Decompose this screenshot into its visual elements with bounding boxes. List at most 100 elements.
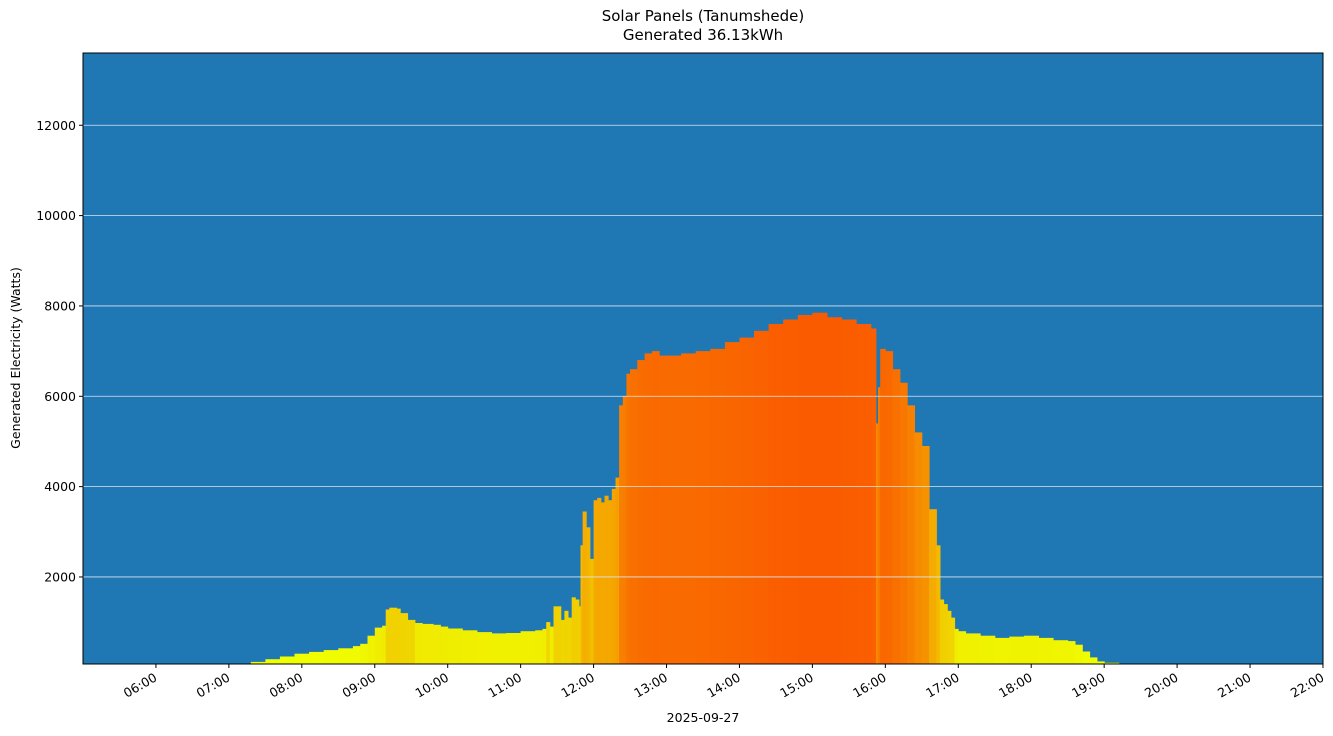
power-bar [589, 558, 594, 664]
power-bar [600, 502, 605, 664]
x-tick-label: 06:00 [121, 670, 160, 701]
x-tick-label: 18:00 [996, 670, 1035, 701]
power-bar [571, 597, 576, 664]
power-bar [1038, 637, 1054, 664]
power-bar [907, 405, 915, 664]
power-bar [414, 623, 423, 664]
power-bar [1104, 662, 1120, 664]
power-bar [279, 656, 295, 664]
x-tick-label: 13:00 [631, 670, 670, 701]
power-bar [914, 432, 923, 664]
x-tick-label: 14:00 [704, 670, 743, 701]
power-bar [506, 633, 522, 664]
power-bar [724, 342, 740, 664]
x-tick-label: 10:00 [412, 670, 451, 701]
power-bar [389, 607, 398, 664]
power-bar [433, 624, 441, 664]
power-bar [535, 630, 543, 664]
power-bar [947, 610, 952, 664]
power-bar [396, 608, 401, 664]
power-bar [940, 599, 945, 664]
y-axis-label: Generated Electricity (Watts) [8, 267, 23, 449]
power-bar [338, 648, 354, 664]
chart-title: Solar Panels (Tanumshede) Generated 36.1… [0, 7, 1333, 45]
y-tick-label: 12000 [36, 118, 76, 133]
power-bar [812, 312, 828, 664]
x-tick-label: 07:00 [194, 670, 233, 701]
power-bar [549, 626, 554, 664]
power-bar [870, 328, 877, 664]
power-bar [644, 353, 653, 664]
power-bar [1009, 636, 1025, 664]
power-bar [994, 637, 1010, 664]
x-tick-label: 15:00 [777, 670, 816, 701]
power-bar [309, 651, 325, 664]
power-bar [608, 500, 613, 664]
y-tick-label: 8000 [44, 298, 76, 313]
x-tick-label: 19:00 [1069, 670, 1108, 701]
power-bar [892, 369, 901, 664]
x-tick-label: 12:00 [558, 670, 597, 701]
power-bar [768, 324, 784, 664]
power-bar [447, 628, 463, 664]
power-bar [1089, 657, 1098, 664]
power-bar [936, 545, 941, 664]
x-tick-label: 08:00 [267, 670, 306, 701]
plot-frame [82, 52, 1324, 665]
y-tick-label: 6000 [44, 389, 76, 404]
power-bar [622, 396, 627, 664]
power-bar [666, 355, 682, 664]
power-bar [615, 477, 620, 664]
power-bar [476, 632, 492, 664]
x-tick-label: 16:00 [850, 670, 889, 701]
power-bar [579, 606, 581, 664]
power-bar [323, 650, 339, 664]
power-bar [739, 337, 755, 664]
power-bar [754, 330, 770, 664]
power-bar [250, 661, 266, 664]
y-gridlines [83, 124, 1323, 578]
power-bar [710, 348, 726, 664]
x-tick-label: 22:00 [1288, 670, 1327, 701]
power-bar [885, 351, 894, 664]
power-bar [382, 625, 387, 664]
power-bar [943, 604, 948, 664]
power-bar [586, 527, 591, 664]
chart-title-line1: Solar Panels (Tanumshede) [601, 7, 805, 25]
power-bar [659, 355, 667, 664]
power-bar [797, 315, 813, 664]
power-bar [422, 623, 434, 664]
power-bar [604, 495, 609, 664]
power-bar [593, 500, 598, 664]
power-bar [294, 653, 310, 664]
power-bar [695, 351, 711, 664]
power-bar [965, 633, 981, 664]
power-bar [921, 446, 930, 664]
power-bar [546, 622, 551, 664]
power-bar [899, 382, 908, 664]
power-bar [367, 635, 376, 664]
power-bar [827, 317, 843, 664]
x-tick-label: 09:00 [340, 670, 379, 701]
power-bar [597, 497, 602, 664]
power-bar [400, 613, 409, 664]
power-bar [1067, 641, 1076, 664]
power-bar [626, 373, 631, 664]
power-bar [520, 631, 536, 664]
power-bar [407, 619, 416, 664]
power-bar [681, 353, 697, 664]
power-bar [783, 319, 799, 664]
power-bar [542, 628, 547, 664]
power-bar [878, 387, 881, 664]
power-bar [568, 617, 573, 664]
power-bar [360, 643, 368, 664]
power-bar [1082, 651, 1091, 664]
power-bar [630, 369, 638, 664]
x-tick-label: 17:00 [923, 670, 962, 701]
power-bar [841, 319, 857, 664]
power-bar [611, 488, 616, 664]
power-bar [651, 351, 660, 664]
power-bar [929, 509, 937, 664]
power-bar [374, 627, 383, 664]
y-tick-label: 10000 [36, 208, 76, 223]
